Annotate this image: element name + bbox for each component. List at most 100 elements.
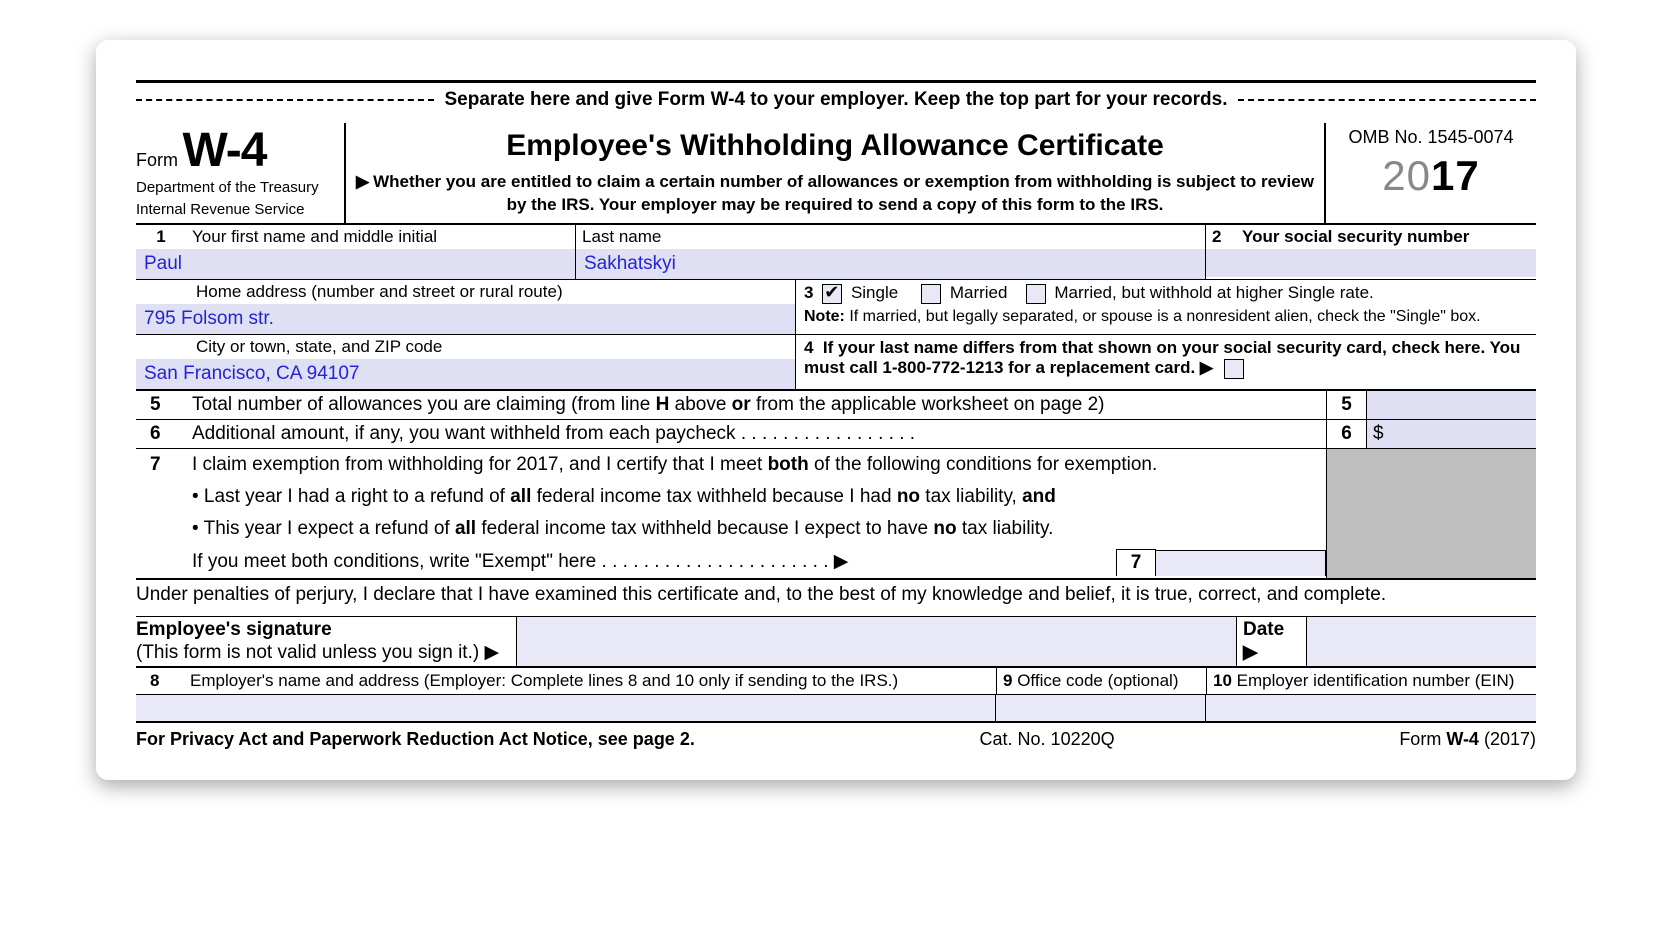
footer-right-pre: Form (1399, 729, 1446, 749)
box3-line: 3 Single Married Married, but withhold a… (804, 283, 1528, 304)
footer-right-code: W-4 (1446, 729, 1479, 749)
line7-box-num: 7 (1116, 549, 1156, 576)
checkbox-name-differs[interactable] (1224, 359, 1244, 379)
cell-firstname: 1 Your first name and middle initial Pau… (136, 225, 576, 279)
top-rule (136, 80, 1536, 83)
office-code-input[interactable] (996, 695, 1206, 721)
signature-label-cell: Employee's signature (This form is not v… (136, 617, 516, 666)
label-married: Married (950, 283, 1008, 302)
box10-cell: 10 Employer identification number (EIN) (1206, 668, 1536, 694)
employer-address-input[interactable] (136, 695, 996, 721)
form-code: W-4 (182, 124, 266, 177)
dept-line1: Department of the Treasury (136, 179, 336, 197)
line5-mid: above (669, 394, 731, 415)
city-input[interactable]: San Francisco, CA 94107 (136, 359, 795, 389)
header-center: Employee's Withholding Allowance Certifi… (346, 123, 1326, 223)
year-yy: 17 (1431, 152, 1480, 199)
year-century: 20 (1382, 152, 1431, 199)
footer-cat: Cat. No. 10220Q (980, 729, 1115, 750)
line5-box-num: 5 (1326, 391, 1366, 419)
cell-ssn: 2 Your social security number (1206, 225, 1536, 279)
l7b2all: all (455, 518, 476, 539)
l7-both: both (768, 454, 809, 475)
note-text: If married, but legally separated, or sp… (849, 308, 1480, 325)
line5-num: 5 (136, 391, 186, 419)
checkbox-married[interactable] (921, 284, 941, 304)
first-name-input[interactable]: Paul (136, 249, 575, 279)
box9-cell: 9 Office code (optional) (996, 668, 1206, 694)
box1-num: 1 (136, 225, 186, 249)
line5-or: or (732, 394, 751, 415)
box10-num: 10 (1213, 671, 1232, 690)
line7: 7 I claim exemption from withholding for… (136, 449, 1536, 580)
address-input[interactable]: 795 Folsom str. (136, 304, 795, 334)
signature-row: Employee's signature (This form is not v… (136, 616, 1536, 668)
last-name-label: Last name (576, 225, 1205, 249)
line6: 6 Additional amount, if any, you want wi… (136, 420, 1536, 449)
row8-inputs (136, 695, 1536, 723)
box8-text: Employer's name and address (Employer: C… (186, 668, 996, 694)
checkbox-married-single[interactable] (1026, 284, 1046, 304)
line7-num: 7 (136, 451, 186, 479)
line6-input[interactable]: $ (1366, 420, 1536, 448)
dept-line2: Internal Revenue Service (136, 201, 336, 219)
l7-intro-post: of the following conditions for exemptio… (809, 454, 1158, 475)
omb-number: OMB No. 1545-0074 (1334, 127, 1528, 148)
last-name-input[interactable]: Sakhatskyi (576, 249, 1205, 279)
line5-h: H (656, 394, 670, 415)
box3-note: Note: If married, but legally separated,… (804, 308, 1528, 326)
subtitle-text: Whether you are entitled to claim a cert… (373, 172, 1314, 214)
footer: For Privacy Act and Paperwork Reduction … (136, 723, 1536, 750)
l7b1all: all (510, 486, 531, 507)
line7-left: 7 I claim exemption from withholding for… (136, 449, 1326, 578)
label-single: Single (851, 283, 898, 302)
signature-note: (This form is not valid unless you sign … (136, 641, 516, 664)
ein-input[interactable] (1206, 695, 1536, 721)
l7b2c: tax liability. (957, 518, 1054, 539)
signature-title: Employee's signature (136, 619, 516, 641)
line5-text: Total number of allowances you are claim… (186, 391, 1326, 419)
city-cell: City or town, state, and ZIP code San Fr… (136, 335, 796, 389)
line7-intro: I claim exemption from withholding for 2… (186, 451, 1326, 479)
box4-cell: 4 If your last name differs from that sh… (796, 335, 1536, 389)
row-city: City or town, state, and ZIP code San Fr… (136, 335, 1536, 391)
cell-lastname: Last name Sakhatskyi (576, 225, 1206, 279)
l7b1c: tax liability, (920, 486, 1022, 507)
box9-num: 9 (1003, 671, 1012, 690)
box8-num: 8 (136, 668, 186, 694)
line7-grey-box (1326, 449, 1536, 578)
box4-text: If your last name differs from that show… (804, 338, 1520, 377)
address-cell: Home address (number and street or rural… (136, 280, 796, 334)
box9-text: Office code (optional) (1017, 671, 1178, 690)
l7b1a: • Last year I had a right to a refund of (192, 486, 510, 507)
header-left: Form W-4 Department of the Treasury Inte… (136, 123, 346, 223)
footer-right-post: (2017) (1479, 729, 1536, 749)
line7-bullet1: • Last year I had a right to a refund of… (186, 483, 1326, 511)
line6-box-num: 6 (1326, 420, 1366, 448)
date-input[interactable] (1306, 617, 1536, 666)
l7b1and: and (1022, 486, 1056, 507)
form-title: Employee's Withholding Allowance Certifi… (356, 129, 1314, 163)
footer-right: Form W-4 (2017) (1399, 729, 1536, 750)
checkbox-single[interactable] (822, 284, 842, 304)
l7b2no: no (933, 518, 956, 539)
city-label: City or town, state, and ZIP code (136, 335, 795, 359)
signature-input[interactable] (516, 617, 1236, 666)
line7-input[interactable] (1156, 550, 1326, 576)
separator-line: Separate here and give Form W-4 to your … (136, 89, 1536, 111)
address-label: Home address (number and street or rural… (136, 280, 795, 304)
note-label: Note: (804, 308, 845, 325)
line7-bullet2: • This year I expect a refund of all fed… (186, 515, 1326, 543)
date-label: Date ▶ (1236, 617, 1306, 666)
l7b2b: federal income tax withheld because I ex… (476, 518, 933, 539)
ssn-input[interactable] (1206, 249, 1536, 277)
box4-num: 4 (804, 338, 813, 357)
header-right: OMB No. 1545-0074 2017 (1326, 123, 1536, 223)
triangle-icon: ▶ (356, 171, 369, 194)
line5-input[interactable] (1366, 391, 1536, 419)
form-word: Form (136, 150, 178, 170)
line5-post: from the applicable worksheet on page 2) (751, 394, 1105, 415)
w4-form: Separate here and give Form W-4 to your … (96, 40, 1576, 780)
line6-num: 6 (136, 420, 186, 448)
box10-text: Employer identification number (EIN) (1237, 671, 1515, 690)
